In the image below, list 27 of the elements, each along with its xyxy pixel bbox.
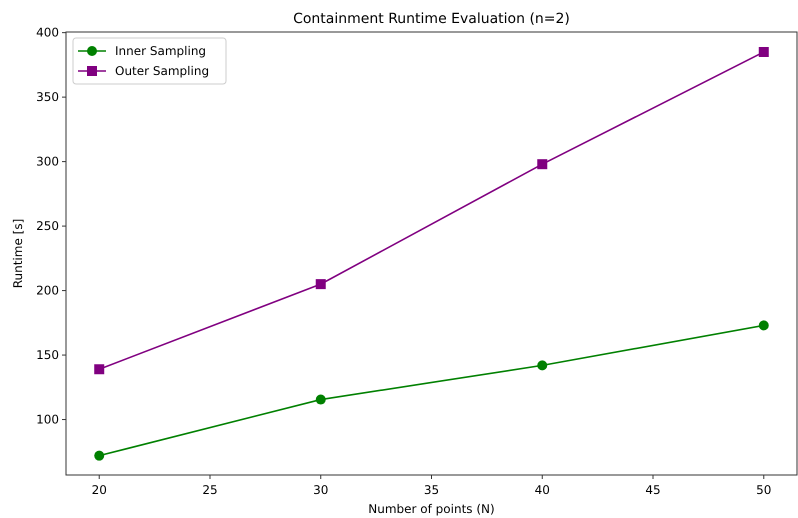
point (94, 450, 104, 461)
x-axis-title: Number of points (N) (368, 502, 495, 516)
x-tick-label: 50 (756, 483, 772, 497)
x-tick-label: 40 (534, 483, 550, 497)
y-tick-label: 300 (36, 154, 59, 169)
point (316, 279, 326, 290)
y-tick-label: 100 (36, 412, 59, 427)
x-tick-label: 45 (645, 483, 661, 497)
point (537, 159, 548, 170)
y-axis-title: Runtime [s] (11, 218, 25, 288)
y-tick-label: 250 (36, 219, 59, 234)
x-tick-label: 35 (424, 483, 440, 497)
point (537, 360, 548, 370)
y-tick-label: 350 (36, 90, 59, 104)
x-tick-label: 20 (92, 483, 107, 497)
x-tick-label: 25 (202, 483, 218, 497)
chart-title: Containment Runtime Evaluation (n=2) (293, 11, 570, 27)
point (758, 46, 769, 57)
y-tick-label: 150 (36, 348, 59, 362)
y-tick-label: 400 (36, 26, 59, 40)
y-tick-label: 200 (36, 284, 59, 298)
legend-label: Inner Sampling (115, 44, 206, 58)
point (316, 394, 326, 405)
x-tick-label: 30 (313, 483, 328, 497)
legend-label: Outer Sampling (115, 64, 210, 78)
point (94, 364, 104, 374)
point (758, 320, 769, 330)
